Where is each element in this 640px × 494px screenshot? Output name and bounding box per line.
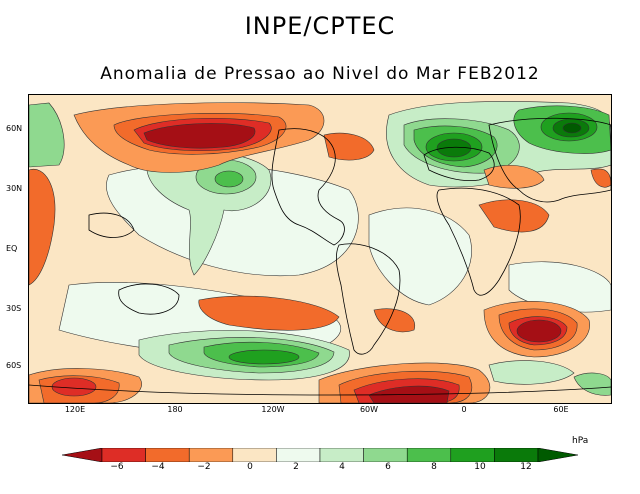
colorbar-tick-0: 0 <box>247 462 253 472</box>
colorbar-segment <box>363 448 408 462</box>
colorbar-tick-8: 8 <box>431 462 437 472</box>
colorbar-left-triangle <box>62 448 103 462</box>
anomaly-map[interactable] <box>28 94 612 404</box>
lon-label-60w: 60W <box>359 405 379 414</box>
colorbar-tick-minus2: −2 <box>197 462 211 472</box>
coastlines <box>29 117 611 396</box>
colorbar-tick-12: 12 <box>520 462 532 472</box>
lat-label-30s: 30S <box>6 304 22 313</box>
colorbar-segment <box>276 448 321 462</box>
positive-region-atlantic <box>368 207 472 306</box>
colorbar-tick-2: 2 <box>293 462 299 472</box>
colorbar-segment <box>406 448 452 462</box>
lat-label-60n: 60N <box>6 124 23 133</box>
colorbar-tick-minus4: −4 <box>151 462 165 472</box>
colorbar-segment <box>494 448 539 462</box>
lon-label-0: 0 <box>461 405 467 414</box>
colorbar-tick-4: 4 <box>339 462 345 472</box>
colorbar-tick-6: 6 <box>385 462 391 472</box>
lon-label-120w: 120W <box>261 405 285 414</box>
colorbar-segment <box>319 448 364 462</box>
legend-unit: hPa <box>572 436 589 446</box>
lat-label-30n: 30N <box>6 184 23 193</box>
colorbar-segment <box>145 448 190 462</box>
lat-label-eq: EQ <box>6 244 18 253</box>
colorbar-right-triangle <box>537 448 578 462</box>
lat-label-60s: 60S <box>6 361 22 370</box>
negative-anomaly-core-aleutian <box>143 123 256 149</box>
colorbar-segment <box>232 448 277 462</box>
map-title: INPE/CPTEC <box>244 12 396 40</box>
anomaly-map-canvas <box>29 95 611 403</box>
lon-label-180: 180 <box>167 405 183 414</box>
colorbar-segment <box>101 448 146 462</box>
map-subtitle: Anomalia de Pressao ao Nivel do Mar FEB2… <box>100 64 540 84</box>
positive-region-indian-ocean <box>508 261 611 313</box>
colorbar-tick-minus6: −6 <box>110 462 124 472</box>
colorbar-segment <box>450 448 495 462</box>
colorbar-tick-10: 10 <box>474 462 486 472</box>
lon-label-60e: 60E <box>553 405 569 414</box>
positive-anomaly-peak-north-pacific <box>214 170 244 188</box>
lon-label-120e: 120E <box>64 405 86 414</box>
colorbar <box>62 448 578 462</box>
colorbar-segment <box>188 448 234 462</box>
